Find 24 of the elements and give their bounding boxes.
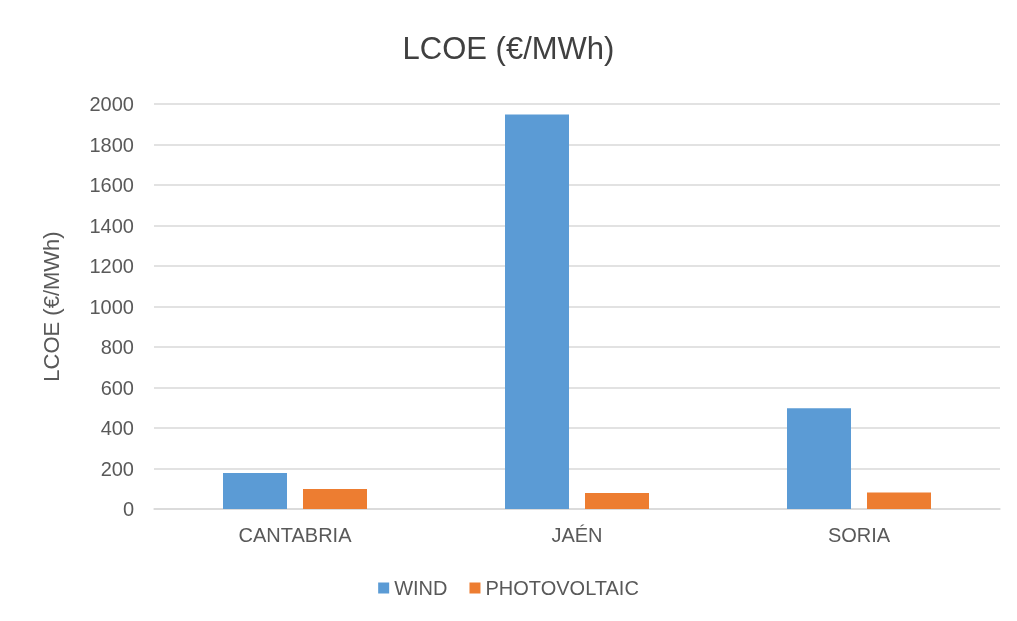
- y-tick-label: 1600: [89, 174, 134, 196]
- legend-label: WIND: [394, 577, 448, 599]
- chart-title: LCOE (€/MWh): [402, 31, 615, 66]
- bar: [867, 492, 931, 509]
- y-tick-label: 1400: [89, 214, 134, 237]
- bar: [303, 488, 367, 509]
- y-tick-label: 200: [100, 457, 134, 480]
- bar: [223, 472, 287, 509]
- y-tick-label: 2000: [89, 93, 134, 115]
- y-tick-label: 1800: [89, 133, 134, 156]
- x-tick-label: JAÉN: [551, 524, 603, 546]
- legend-label: PHOTOVOLTAIC: [485, 577, 639, 599]
- y-tick-label: 0: [122, 498, 134, 520]
- y-tick-label: 1000: [89, 295, 134, 318]
- y-tick-label: 1200: [89, 255, 134, 277]
- y-tick-label: 800: [100, 336, 134, 358]
- bar: [787, 408, 851, 509]
- x-tick-label: SORIA: [827, 524, 891, 546]
- bar: [505, 114, 569, 509]
- y-axis-title: LCOE (€/MWh): [38, 231, 64, 382]
- y-tick-label: 600: [100, 376, 134, 399]
- y-tick-label: 400: [100, 417, 134, 439]
- x-tick-label: CANTABRIA: [238, 524, 353, 546]
- bar: [585, 493, 649, 509]
